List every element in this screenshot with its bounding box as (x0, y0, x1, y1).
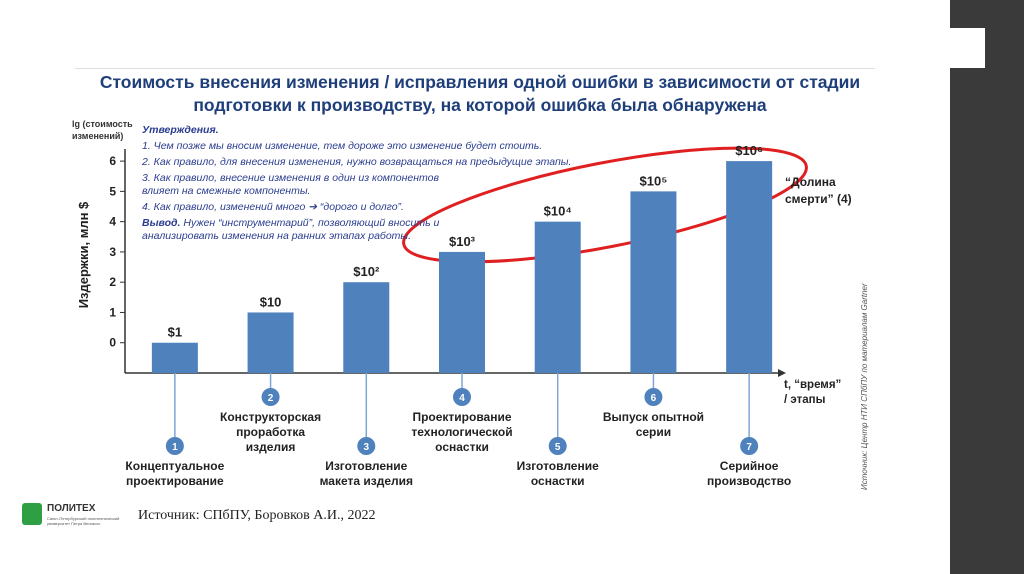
statement: 2. Как правило, для внесения изменения, … (142, 156, 572, 168)
statements-heading: Утверждения. (142, 124, 219, 136)
value-label: $10⁵ (640, 173, 668, 188)
value-label: $10⁴ (544, 204, 572, 219)
stage-circle (644, 388, 663, 406)
y-tick-label: 2 (109, 275, 116, 289)
statements-box: Утверждения. 1. Чем позже мы вносим изме… (142, 124, 612, 243)
stage-number: 2 (268, 393, 274, 404)
stage-number: 1 (172, 442, 178, 453)
stage-number: 4 (459, 393, 465, 404)
bar (343, 282, 390, 373)
bar (247, 312, 294, 373)
value-label: $10 (260, 294, 282, 309)
x-tick-label: Изготовление макета изделия (319, 459, 413, 488)
stage-circle (165, 437, 184, 455)
title-rule (75, 68, 875, 69)
side-source: Источник: Центр НТИ СПбПУ по материалам … (860, 283, 869, 490)
statement: 1. Чем позже мы вносим изменение, тем до… (142, 140, 543, 152)
highlight-ellipse (402, 146, 808, 264)
y-tick-label: 0 (109, 336, 116, 350)
conclusion-label: Вывод. (142, 217, 181, 229)
y-axis-label: Издержки, млн $ (76, 201, 91, 308)
logo: ПОЛИТЕХ (47, 503, 96, 514)
stage-circle (548, 437, 567, 455)
y-tick-label: 3 (109, 245, 116, 259)
x-tick-label: Проектирование технологической оснастки (411, 410, 513, 454)
value-label: $10³ (449, 234, 476, 249)
side-box (950, 28, 985, 68)
footer-source: Источник: СПбПУ, Боровков А.И., 2022 (138, 508, 376, 523)
y-tick-label: 6 (109, 154, 116, 168)
x-tick-label: Серийное производство (707, 459, 792, 488)
side-bar (950, 0, 1024, 574)
logo-subtitle: Санкт-Петербургский политехнический унив… (47, 516, 120, 526)
chart-title: Стоимость внесения изменения / исправлен… (99, 72, 861, 115)
value-label: $10² (353, 264, 380, 279)
x-tick-label: Конструкторская проработка изделия (220, 410, 322, 454)
conclusion-text: Нужен “инструментарий”, позволяющий внос… (142, 217, 440, 242)
x-tick-label: Выпуск опытной серии (602, 410, 705, 439)
chart: Издержки, млн $ 0 1 2 3 4 5 6 $1 1 $10 2 $10² 3 $10³ 4… (76, 143, 808, 455)
x-tick-label: Изготовление оснастки (516, 459, 599, 488)
bar (151, 342, 198, 373)
stage-number: 6 (651, 393, 657, 404)
y-axis-note: lg (стоимость изменений) (72, 119, 133, 141)
bar (439, 251, 485, 373)
stage-circle (740, 437, 759, 455)
logo-mark (22, 503, 42, 525)
stage-number: 3 (364, 442, 370, 453)
value-label: $10⁶ (735, 143, 763, 158)
x-tick-label: Концептуальное проектирование (125, 459, 225, 488)
bar (534, 221, 581, 373)
stage-number: 7 (746, 442, 752, 453)
x-axis-label: t, “время” / этапы (784, 379, 842, 406)
x-axis-arrow (778, 369, 786, 377)
y-tick-label: 5 (109, 184, 116, 198)
y-tick-label: 4 (109, 215, 116, 229)
annotation: “Долина смерти” (4) (785, 175, 852, 206)
stage-circle (261, 388, 280, 406)
statement: 4. Как правило, изменений много ➔ “дорог… (142, 201, 404, 213)
bar (630, 191, 677, 373)
stage-number: 5 (555, 442, 561, 453)
y-tick-label: 1 (109, 305, 116, 319)
stage-circle (453, 388, 471, 406)
statement: 3. Как правило, внесение изменения в оди… (142, 172, 439, 197)
bar (726, 161, 773, 373)
value-label: $1 (168, 325, 182, 340)
stage-circle (357, 437, 376, 455)
